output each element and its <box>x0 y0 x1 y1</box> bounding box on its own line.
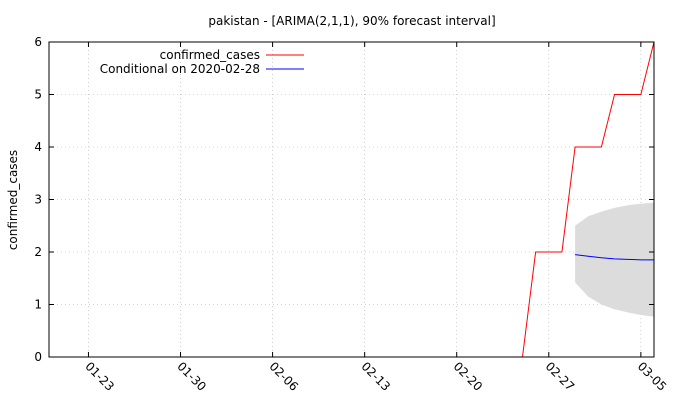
legend-label: confirmed_cases <box>160 48 260 62</box>
x-tick-label: 03-05 <box>635 359 670 394</box>
x-tick-label: 02-20 <box>451 359 486 394</box>
x-tick-label: 02-06 <box>266 359 301 394</box>
series-layer <box>521 41 655 358</box>
forecast-band-layer <box>575 202 654 317</box>
legend-label: Conditional on 2020-02-28 <box>100 62 260 76</box>
chart-title: pakistan - [ARIMA(2,1,1), 90% forecast i… <box>208 14 495 28</box>
grid-layer <box>49 41 654 358</box>
forecast-line <box>575 254 654 261</box>
x-tick-label: 02-27 <box>543 359 578 394</box>
confirmed-cases-line <box>521 41 655 358</box>
x-tick-label: 02-13 <box>359 359 394 394</box>
axes-layer: 0 1 2 3 4 5 6 01-23 01-30 02-06 02-13 02-20 02-27 03-… <box>34 35 669 394</box>
y-tick-label: 6 <box>34 35 42 49</box>
forecast-interval-band <box>575 202 654 317</box>
x-tick-label: 01-30 <box>174 359 209 394</box>
y-tick-label: 2 <box>34 245 42 259</box>
y-axis-label: confirmed_cases <box>6 150 20 250</box>
y-tick-label: 0 <box>34 350 42 364</box>
y-tick-label: 1 <box>34 298 42 312</box>
plot-frame <box>48 41 655 358</box>
x-tick-label: 01-23 <box>82 359 117 394</box>
y-tick-label: 4 <box>34 140 42 154</box>
y-tick-label: 5 <box>34 88 42 102</box>
y-tick-label: 3 <box>34 193 42 207</box>
